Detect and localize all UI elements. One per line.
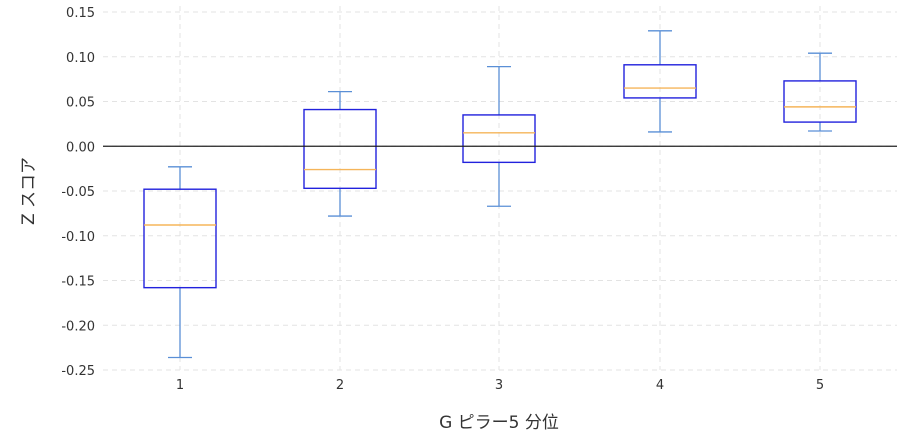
- box-5: [783, 52, 857, 132]
- y-tick-label: 0.00: [66, 140, 95, 155]
- x-tick-label: 3: [495, 378, 503, 393]
- box-iqr: [303, 108, 377, 190]
- box-1: [143, 166, 217, 359]
- y-tick-label: -0.10: [61, 230, 95, 245]
- y-tick-label: -0.05: [61, 185, 95, 200]
- y-tick-label: -0.25: [61, 364, 95, 379]
- y-tick-label: 0.05: [66, 96, 95, 111]
- x-tick-label: 4: [656, 378, 664, 393]
- grid-layer: [103, 6, 897, 371]
- box-4: [623, 30, 697, 133]
- x-tick-label: 1: [176, 378, 184, 393]
- y-tick-label: 0.10: [66, 51, 95, 66]
- x-axis-label: G ピラー5 分位: [439, 413, 559, 433]
- box-2: [303, 91, 377, 217]
- box-3: [462, 65, 536, 207]
- box-iqr: [623, 64, 697, 99]
- y-tick-label: 0.15: [66, 6, 95, 21]
- x-tick-labels: 1 2 3 4 5: [176, 378, 824, 393]
- y-tick-label: -0.15: [61, 275, 95, 290]
- box-iqr: [143, 188, 217, 289]
- boxes: [143, 30, 857, 359]
- y-tick-label: -0.20: [61, 319, 95, 334]
- y-tick-labels: 0.15 0.10 0.05 0.00 -0.05 -0.10 -0.15 -0.20 -0.2…: [61, 6, 95, 379]
- y-axis-label: Z スコア: [19, 157, 39, 225]
- box-iqr: [783, 80, 857, 123]
- box-iqr: [462, 114, 536, 164]
- x-tick-label: 5: [816, 378, 824, 393]
- x-tick-label: 2: [336, 378, 344, 393]
